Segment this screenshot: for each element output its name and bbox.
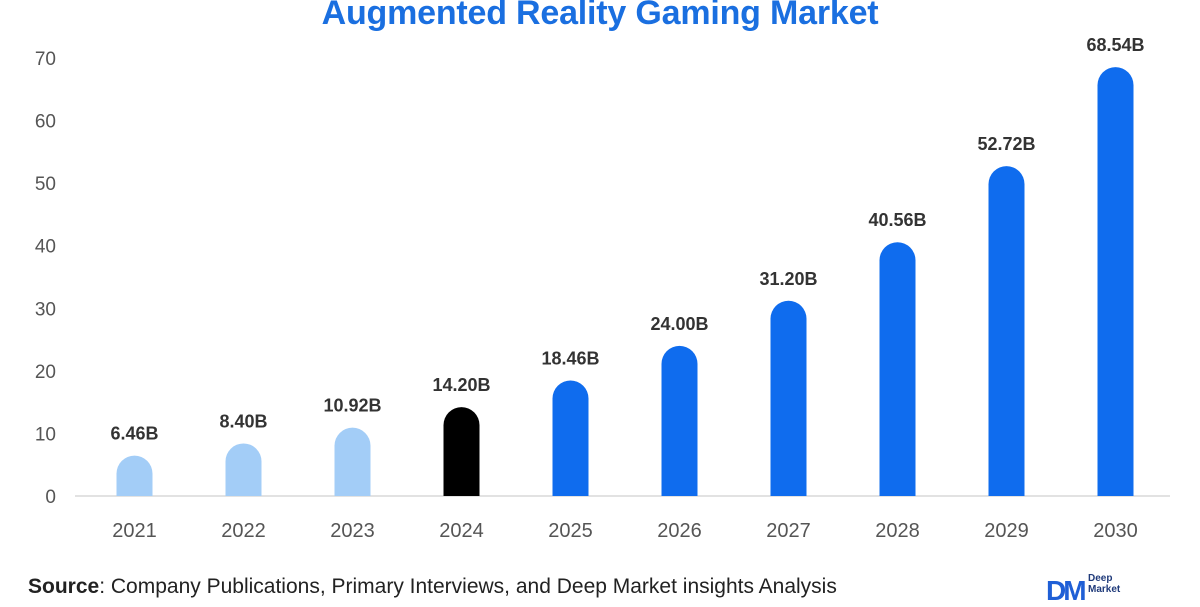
x-tick-label-2021: 2021 xyxy=(112,520,157,542)
data-labels: 6.46B 8.40B 10.92B 14.20B 18.46B 24.00B 31.20B… xyxy=(110,35,1144,443)
x-tick-label-2026: 2026 xyxy=(657,520,702,542)
source-text: : Company Publications, Primary Intervie… xyxy=(99,575,837,598)
bar-2030 xyxy=(1097,67,1134,496)
bar-2022 xyxy=(225,443,262,496)
bar-2025 xyxy=(552,380,589,496)
x-axis: 2021 2022 2023 2024 2025 2026 2027 2028 2029 2030 xyxy=(112,520,1138,542)
x-tick-label-2023: 2023 xyxy=(330,520,375,542)
x-tick-label-2030: 2030 xyxy=(1093,520,1138,542)
bar-2027 xyxy=(770,300,807,496)
y-tick-label: 60 xyxy=(35,112,56,133)
deep-market-logo: DM Deep Market xyxy=(1046,571,1196,606)
logo-line-2: Market xyxy=(1088,584,1121,595)
x-tick-label-2024: 2024 xyxy=(439,520,484,542)
bar-2023 xyxy=(334,427,371,496)
x-tick-label-2029: 2029 xyxy=(984,520,1029,542)
y-tick-label: 20 xyxy=(35,362,56,383)
y-axis: 0 10 20 30 40 50 60 70 xyxy=(35,49,56,508)
data-label-2021: 6.46B xyxy=(110,424,158,444)
logo-line-1: Deep xyxy=(1088,573,1113,584)
data-label-2025: 18.46B xyxy=(541,348,599,368)
chart-title: Augmented Reality Gaming Market xyxy=(321,0,879,32)
logo-mark: DM xyxy=(1046,575,1087,606)
data-label-2029: 52.72B xyxy=(977,134,1035,154)
y-tick-label: 30 xyxy=(35,299,56,320)
x-tick-label-2025: 2025 xyxy=(548,520,593,542)
y-tick-label: 0 xyxy=(45,487,56,508)
data-label-2027: 31.20B xyxy=(759,269,817,289)
x-tick-label-2027: 2027 xyxy=(766,520,811,542)
y-tick-label: 70 xyxy=(35,49,56,70)
source-key: Source xyxy=(28,575,100,598)
bar-2021 xyxy=(116,455,153,496)
bars xyxy=(116,67,1134,497)
x-tick-label-2022: 2022 xyxy=(221,520,266,542)
data-label-2030: 68.54B xyxy=(1086,35,1144,55)
bar-2028 xyxy=(879,242,916,496)
data-label-2024: 14.20B xyxy=(432,375,490,395)
data-label-2026: 24.00B xyxy=(650,314,708,334)
y-tick-label: 10 xyxy=(35,424,56,445)
data-label-2028: 40.56B xyxy=(868,210,926,230)
logo-wordmark: Deep Market xyxy=(1088,573,1120,595)
y-tick-label: 50 xyxy=(35,174,56,195)
source-note: Source: Company Publications, Primary In… xyxy=(28,575,837,599)
x-tick-label-2028: 2028 xyxy=(875,520,920,542)
y-tick-label: 40 xyxy=(35,237,56,258)
bar-2029 xyxy=(988,166,1025,497)
bar-2026 xyxy=(661,345,698,496)
bar-2024 xyxy=(443,407,480,496)
data-label-2023: 10.92B xyxy=(323,396,381,416)
data-label-2022: 8.40B xyxy=(219,411,267,431)
